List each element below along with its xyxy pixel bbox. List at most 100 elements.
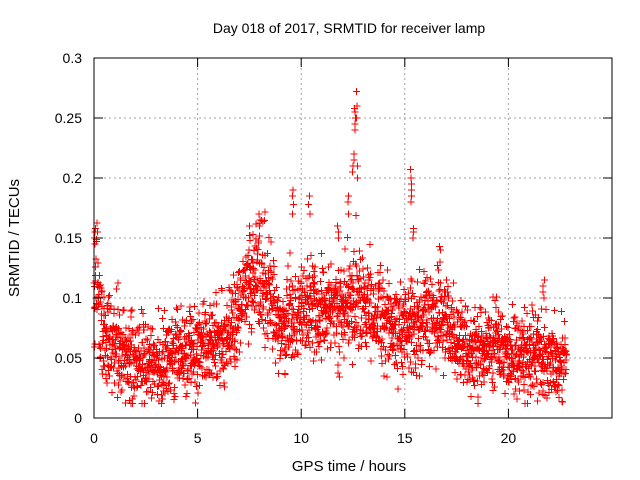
data-point [312,318,320,326]
x-tick-label: 20 [501,430,517,446]
data-point [354,302,362,310]
data-point [475,359,483,367]
data-point [406,284,414,292]
data-point [495,308,503,316]
data-point [519,368,527,376]
data-point [98,287,106,295]
data-point [129,400,137,408]
data-point [410,309,418,317]
data-point [246,285,254,293]
data-point [339,323,347,331]
data-point [211,351,219,359]
data-point [155,304,163,312]
data-point [547,370,555,378]
data-point [198,364,206,372]
data-point [125,324,133,332]
data-point [238,300,246,308]
data-point [431,303,439,311]
data-point [126,372,134,380]
data-point [257,298,265,306]
data-point [199,338,207,346]
data-point [218,287,226,295]
data-point [271,359,279,367]
data-point [148,356,156,364]
data-point [349,279,357,287]
data-point [314,287,322,295]
data-point [414,303,422,311]
data-point [188,317,196,325]
data-point [313,324,321,332]
data-point [93,219,101,227]
data-point [558,386,566,394]
data-point [533,375,541,383]
data-point [192,350,200,358]
data-point [453,345,461,353]
data-point [362,339,370,347]
data-point [491,350,499,358]
data-point [167,357,175,365]
data-point [401,296,409,304]
data-point [246,232,254,240]
data-point [384,266,392,274]
data-point [231,362,239,370]
data-point [477,305,485,313]
data-point [494,331,502,339]
data-point [349,361,357,369]
data-point [529,359,537,367]
data-point [252,302,260,310]
data-point [246,265,254,273]
data-point [468,336,476,344]
data-point [489,343,497,351]
data-point [141,400,149,408]
data-point [397,359,405,367]
data-point [396,336,404,344]
data-point [161,389,169,397]
data-point [350,150,358,158]
data-point [454,318,462,326]
data-point [271,321,279,329]
data-point [318,356,326,364]
data-point [101,311,109,319]
data-point [335,343,343,351]
data-point [97,298,105,306]
data-point [260,263,268,271]
data-point [555,382,563,390]
data-point [448,297,456,305]
data-point [350,156,358,164]
data-point [279,306,287,314]
data-point [162,337,170,345]
data-point [145,375,153,383]
data-point [515,378,523,386]
data-point [107,354,115,362]
data-point [531,362,539,370]
data-point [465,371,473,379]
data-point [539,350,547,358]
data-point [382,346,390,354]
data-point [168,316,176,324]
data-point [267,238,275,246]
data-point [123,338,131,346]
data-point [105,291,113,299]
data-point [442,346,450,354]
x-tick-label: 5 [194,430,202,446]
data-point [337,266,345,274]
data-point [284,262,292,270]
data-point [492,293,500,301]
data-point [235,268,243,276]
data-point [356,247,364,255]
data-point [265,234,273,242]
data-point [396,315,404,323]
data-point [347,317,355,325]
data-point [473,313,481,321]
data-point [552,376,560,384]
data-point [410,224,418,232]
data-point [206,369,214,377]
data-point [418,356,426,364]
data-point [169,335,177,343]
data-point [331,304,339,312]
data-point [115,381,123,389]
data-point [493,328,501,336]
data-point [521,304,529,312]
data-point [220,379,228,387]
